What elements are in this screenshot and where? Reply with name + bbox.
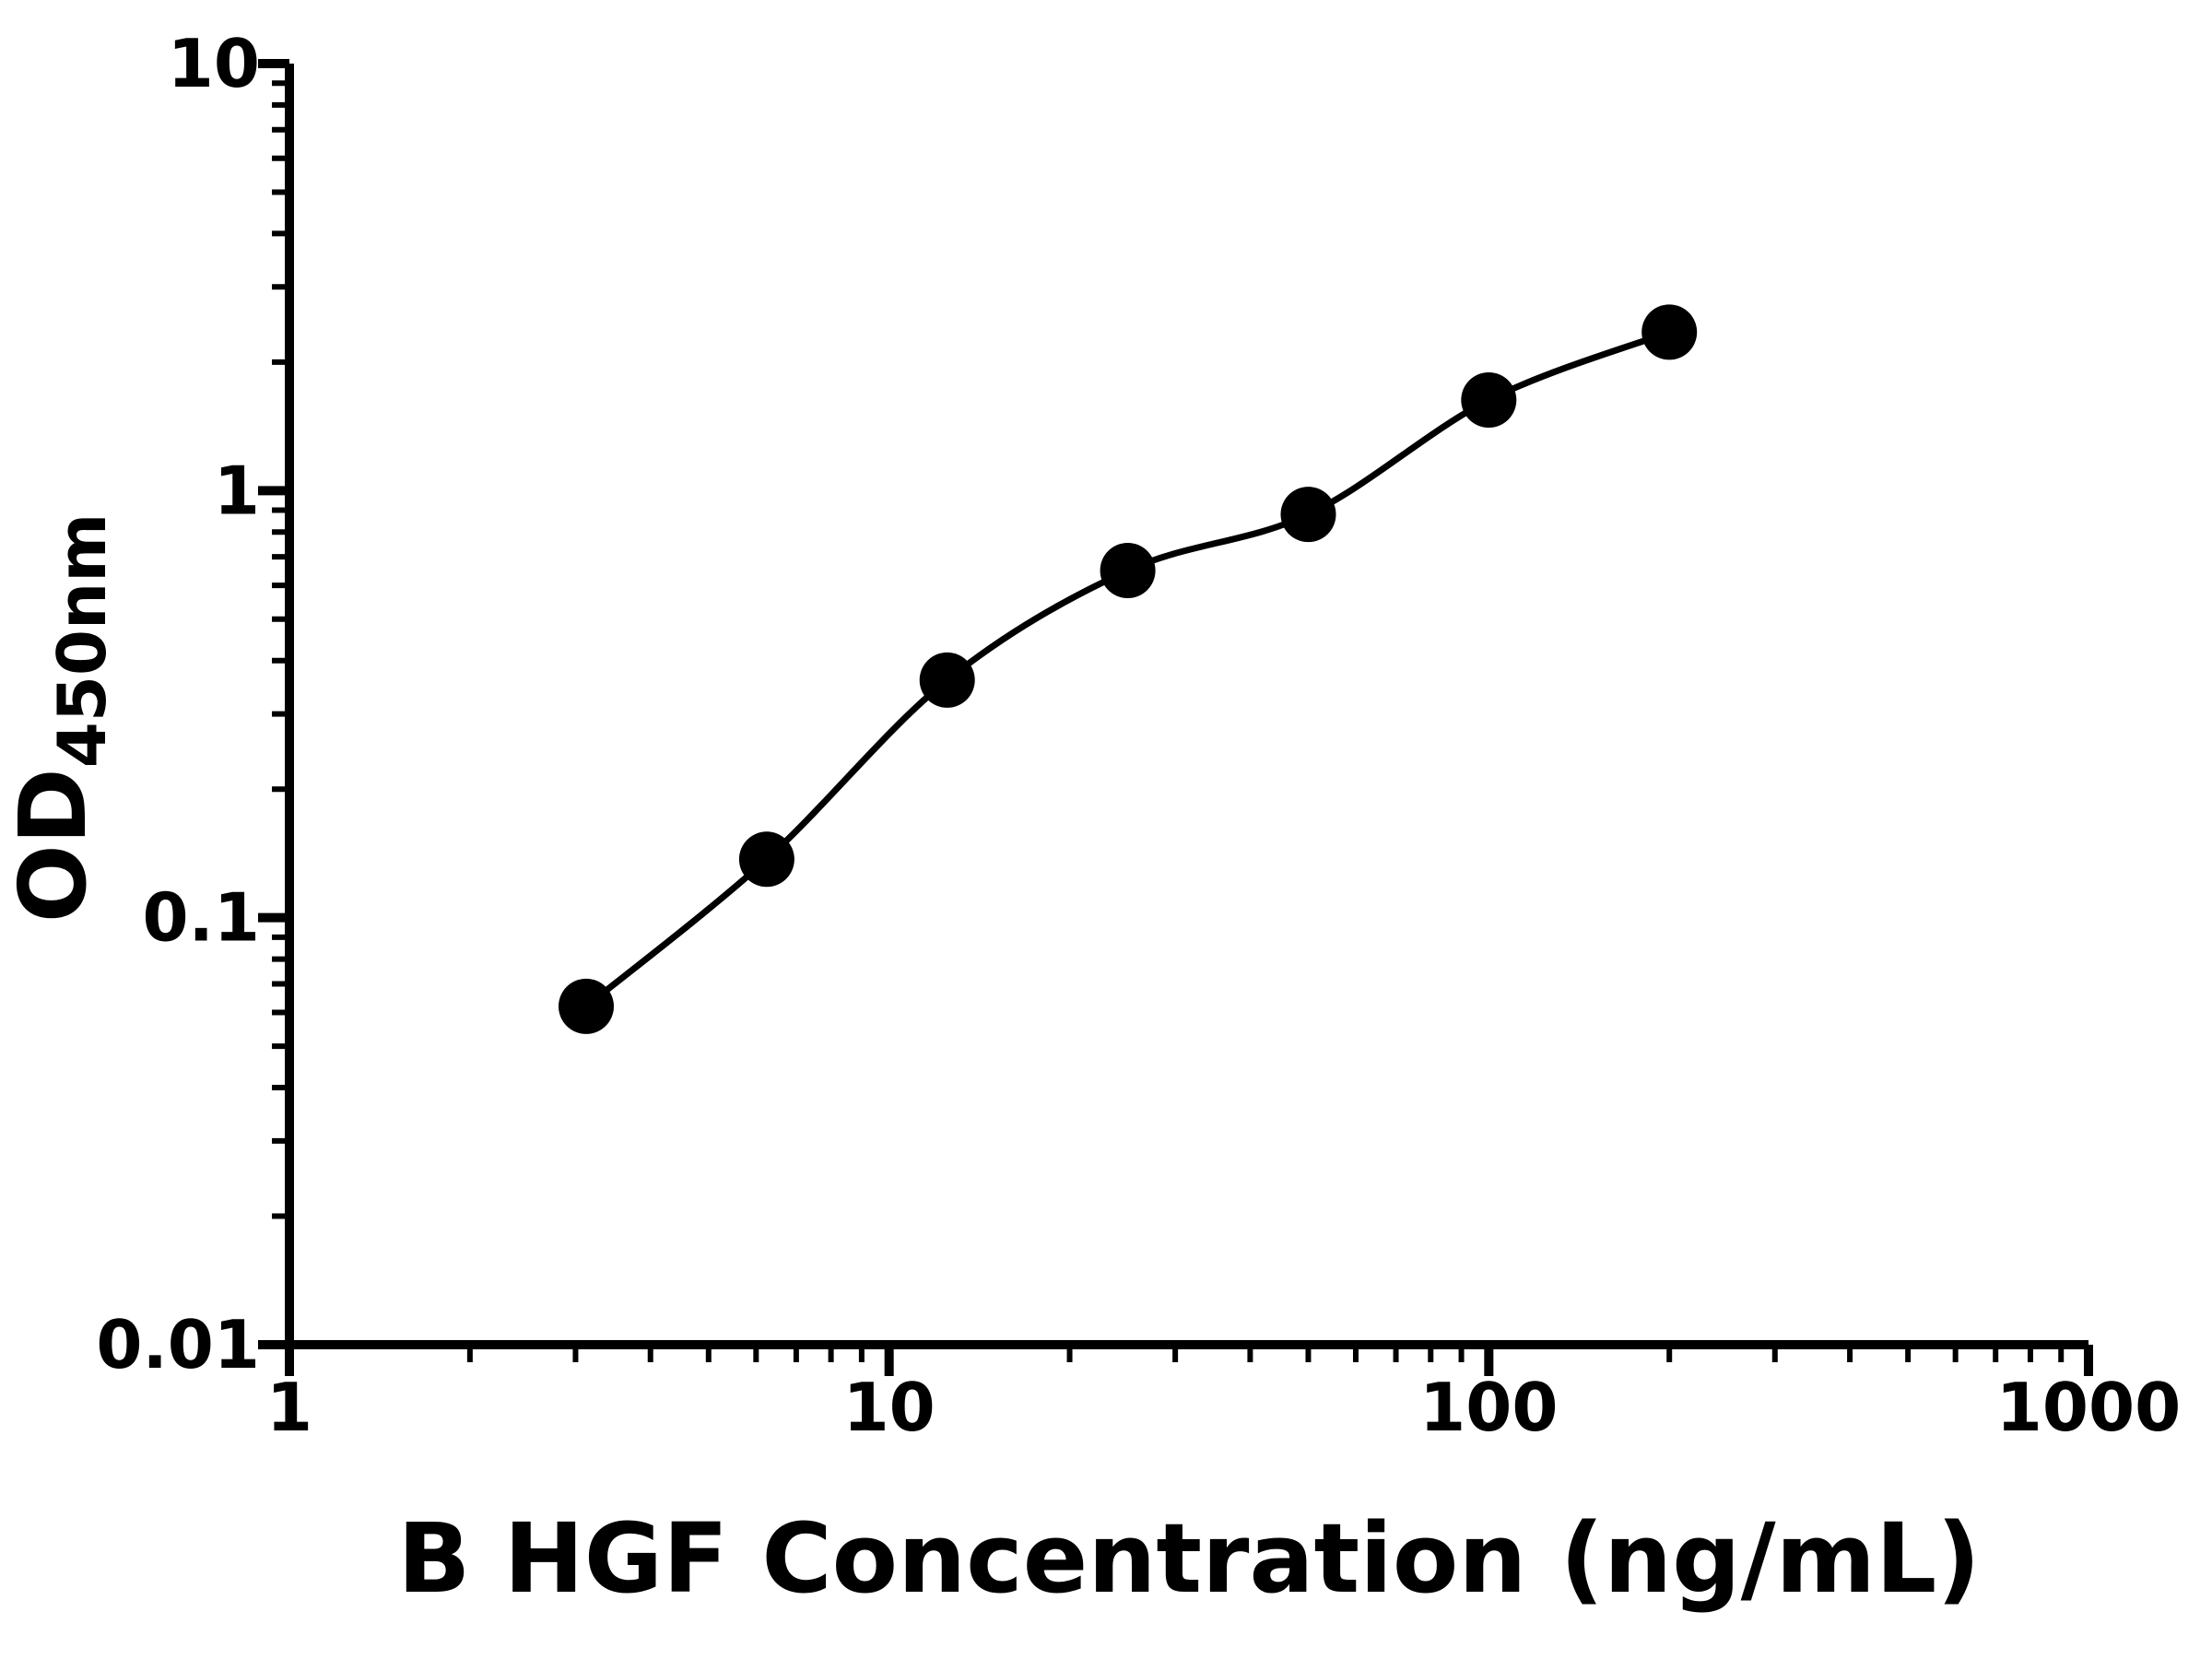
y-tick-label: 10	[168, 25, 260, 102]
fit-curve	[582, 328, 1673, 1010]
chart-tick-labels: 1 10 100 1000 0.01 0.1 1 10	[96, 25, 2181, 1446]
x-axis-label: B HGF Concentration (ng/mL)	[397, 1502, 1981, 1615]
data-point	[1641, 304, 1698, 360]
y-tick-label: 0.1	[142, 879, 260, 957]
y-axis-label-base: OD	[0, 768, 107, 923]
axis-spines	[285, 64, 2088, 1349]
data-points	[559, 304, 1698, 1034]
y-axis-label-subscript: 450nm	[43, 513, 121, 769]
x-tick-label: 100	[1419, 1369, 1558, 1446]
chart-axes	[258, 59, 2093, 1376]
x-tick-label: 10	[843, 1369, 935, 1446]
y-tick-label: 1	[214, 452, 260, 529]
y-tick-label: 0.01	[96, 1306, 260, 1383]
x-tick-label: 1	[266, 1369, 312, 1446]
chart-minor-ticks	[272, 80, 2065, 1362]
x-tick-label: 1000	[1996, 1369, 2181, 1446]
data-point	[1100, 543, 1156, 598]
data-point	[1461, 372, 1517, 428]
data-point	[738, 831, 794, 888]
data-point	[559, 978, 614, 1034]
data-point	[1280, 487, 1336, 543]
data-point	[919, 652, 975, 708]
y-axis-label: OD450nm	[0, 513, 121, 924]
